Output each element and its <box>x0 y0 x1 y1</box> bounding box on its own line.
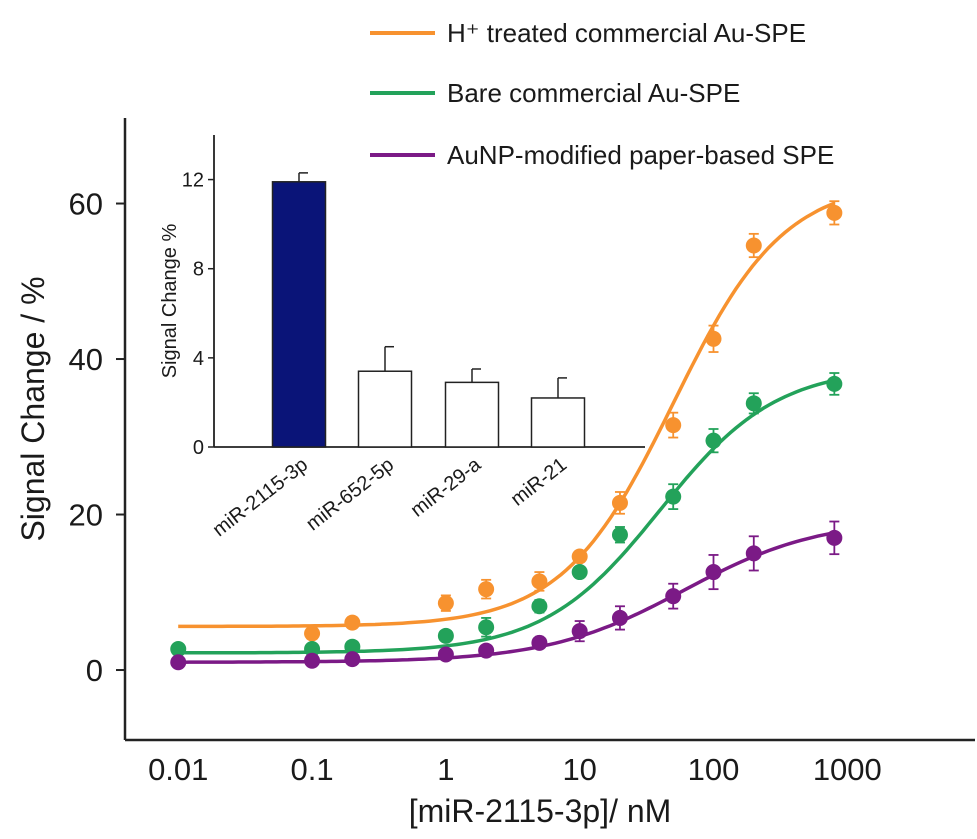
inset-x-tick-label: miR-21 <box>507 454 571 511</box>
data-point <box>611 526 628 543</box>
y-tick-label: 40 <box>69 342 103 377</box>
data-point <box>304 641 321 658</box>
data-point <box>705 432 722 449</box>
y-tick-label: 0 <box>86 653 103 688</box>
inset-bar <box>357 370 413 448</box>
data-point <box>437 595 454 612</box>
fit-curve <box>178 530 835 664</box>
data-point <box>705 564 722 581</box>
data-point <box>745 545 762 562</box>
data-point <box>826 375 843 392</box>
inset-y-axis-title: Signal Change % <box>159 224 181 379</box>
y-axis-title: Signal Change / % <box>15 276 51 541</box>
y-tick-label: 60 <box>69 187 103 222</box>
x-tick-label: 1000 <box>813 752 882 787</box>
data-point <box>665 488 682 505</box>
inset-y-tick-label: 8 <box>193 259 204 281</box>
data-point <box>571 564 588 581</box>
data-point <box>478 581 495 598</box>
x-tick-label: 10 <box>562 752 596 787</box>
main-fit-curves <box>178 201 835 664</box>
legend-label: Bare commercial Au-SPE <box>447 78 740 108</box>
data-point <box>304 652 321 669</box>
data-point <box>665 588 682 605</box>
x-tick-label: 100 <box>688 752 740 787</box>
legend: H⁺ treated commercial Au-SPE Bare commerc… <box>370 18 834 170</box>
data-point <box>531 573 548 590</box>
inset-bar <box>271 181 327 448</box>
data-point <box>170 654 187 671</box>
data-point <box>705 330 722 347</box>
data-point <box>170 641 187 658</box>
legend-label: H⁺ treated commercial Au-SPE <box>447 18 806 48</box>
data-point <box>344 614 361 631</box>
data-point <box>665 417 682 434</box>
inset-y-tick-label: 12 <box>182 170 204 192</box>
x-tick-label: 0.1 <box>291 752 334 787</box>
inset-bar <box>444 381 500 448</box>
x-axis-title: [miR-2115-3p]/ nM <box>409 793 672 829</box>
data-point <box>344 638 361 655</box>
data-point <box>531 598 548 615</box>
data-point <box>745 395 762 412</box>
data-point <box>437 646 454 663</box>
inset-x-tick-label: miR-652-5p <box>302 454 398 536</box>
data-point <box>437 627 454 644</box>
data-point <box>826 204 843 221</box>
inset-y-tick-label: 4 <box>193 348 204 370</box>
data-point <box>571 623 588 640</box>
data-point <box>826 529 843 546</box>
x-tick-label: 0.01 <box>148 752 208 787</box>
inset-bar <box>530 397 586 448</box>
data-point <box>344 651 361 668</box>
main-data-points <box>170 200 843 671</box>
inset-x-tick-label: miR-2115-3p <box>209 454 312 542</box>
y-tick-label: 20 <box>69 498 103 533</box>
inset-x-tick-label: miR-29-a <box>407 453 486 522</box>
legend-label: AuNP-modified paper-based SPE <box>447 140 834 170</box>
data-point <box>611 609 628 626</box>
data-point <box>478 642 495 659</box>
inset-y-tick-label: 0 <box>193 437 204 459</box>
data-point <box>531 634 548 651</box>
data-point <box>571 548 588 565</box>
inset-bar-chart: 0 4 8 12 Signal Change % miR-2115-3pmiR-652-5… <box>159 135 645 541</box>
data-point <box>611 494 628 511</box>
fit-curve <box>178 201 835 629</box>
data-point <box>304 625 321 642</box>
data-point <box>745 237 762 254</box>
data-point <box>478 619 495 636</box>
x-tick-label: 1 <box>437 752 454 787</box>
fit-curve <box>178 378 835 655</box>
